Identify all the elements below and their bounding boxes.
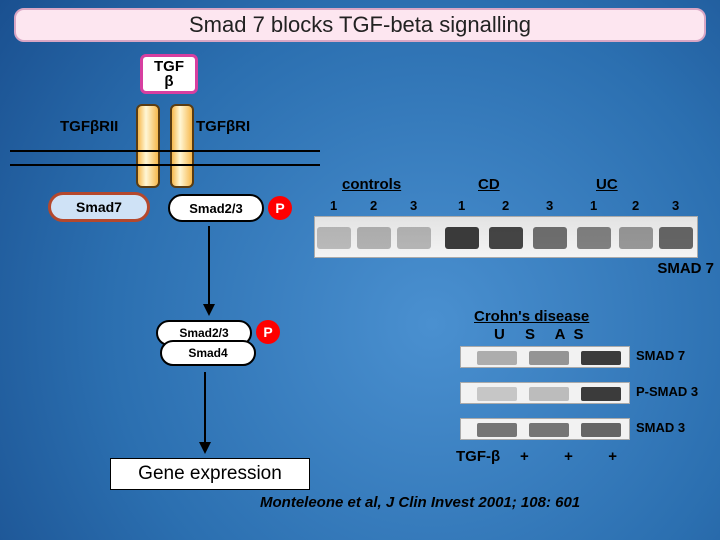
tgf-plus-2: +	[593, 448, 633, 465]
blot-band	[397, 227, 431, 249]
smad7-label: Smad7	[76, 199, 122, 215]
blot-band	[581, 387, 621, 401]
arrow-2	[204, 372, 206, 452]
lane-number: 3	[546, 198, 553, 213]
membrane-bilayer	[10, 150, 320, 166]
blot-row-2	[460, 418, 630, 440]
blot-band	[529, 423, 569, 437]
blot-band	[659, 227, 693, 249]
blot-band	[357, 227, 391, 249]
blot-row-0	[460, 346, 630, 368]
tgf-plus-0: +	[504, 448, 544, 465]
blot-row-1	[460, 382, 630, 404]
gene-expression-box: Gene expression	[110, 458, 310, 490]
lane-number: 2	[632, 198, 639, 213]
cond-u: U	[494, 326, 513, 343]
title-banner: Smad 7 blocks TGF-beta signalling	[14, 8, 706, 42]
smad23-label: Smad2/3	[189, 201, 242, 216]
mini-label-2: SMAD 3	[636, 420, 685, 435]
smad4-oval: Smad4	[160, 340, 256, 366]
tgf-ligand: TGF β	[140, 54, 198, 94]
blot-band	[619, 227, 653, 249]
crohns-title: Crohn's disease	[474, 308, 589, 325]
blot-row-label-smad7: SMAD 7	[657, 260, 714, 277]
lane-number: 3	[672, 198, 679, 213]
blot-band	[445, 227, 479, 249]
lane-number: 1	[590, 198, 597, 213]
gene-expression-label: Gene expression	[138, 463, 282, 485]
cond-as: AS	[555, 326, 592, 343]
mini-label-1: P-SMAD 3	[636, 384, 698, 399]
col-header-cd: CD	[478, 176, 500, 193]
tgf-plus-1: +	[549, 448, 589, 465]
smad7-oval: Smad7	[48, 192, 150, 222]
blot-band	[489, 227, 523, 249]
blot-band	[477, 351, 517, 365]
receptor-ri	[170, 104, 194, 188]
cond-s: S	[525, 326, 543, 343]
lane-number: 3	[410, 198, 417, 213]
blot-band	[529, 387, 569, 401]
lane-number: 1	[458, 198, 465, 213]
receptor-rii	[136, 104, 160, 188]
blot-band	[529, 351, 569, 365]
blot-band	[533, 227, 567, 249]
blot-band	[477, 423, 517, 437]
smad-complex: Smad2/3 Smad4	[156, 320, 266, 368]
blot-band	[477, 387, 517, 401]
phospho-circle-2: P	[256, 320, 280, 344]
tgf-text-1: TGF	[154, 59, 184, 74]
p-label-2: P	[263, 324, 272, 340]
tgf-beta-label: TGF-β	[456, 448, 500, 465]
arrow-1	[208, 226, 210, 314]
citation-text: Monteleone et al, J Clin Invest 2001; 10…	[260, 494, 580, 511]
smad23-oval-top: Smad2/3	[168, 194, 264, 222]
tgf-beta-row: TGF-β + + +	[456, 448, 633, 465]
lane-number: 2	[502, 198, 509, 213]
col-header-uc: UC	[596, 176, 618, 193]
tgf-text-2: β	[164, 74, 173, 89]
smad23-label-2: Smad2/3	[179, 326, 228, 340]
blot-band	[581, 351, 621, 365]
col-header-controls: controls	[342, 176, 401, 193]
blot-band	[577, 227, 611, 249]
phospho-circle-1: P	[268, 196, 292, 220]
receptor-label-ri: TGFβRI	[196, 118, 250, 135]
blot-band	[581, 423, 621, 437]
lane-number: 2	[370, 198, 377, 213]
blot-band	[317, 227, 351, 249]
title-text: Smad 7 blocks TGF-beta signalling	[189, 12, 531, 38]
receptor-label-rii: TGFβRII	[60, 118, 118, 135]
condition-row: U S AS	[494, 326, 592, 343]
mini-label-0: SMAD 7	[636, 348, 685, 363]
western-blot-smad7	[314, 216, 698, 258]
p-label-1: P	[275, 200, 284, 216]
smad4-label: Smad4	[188, 346, 227, 360]
lane-number: 1	[330, 198, 337, 213]
